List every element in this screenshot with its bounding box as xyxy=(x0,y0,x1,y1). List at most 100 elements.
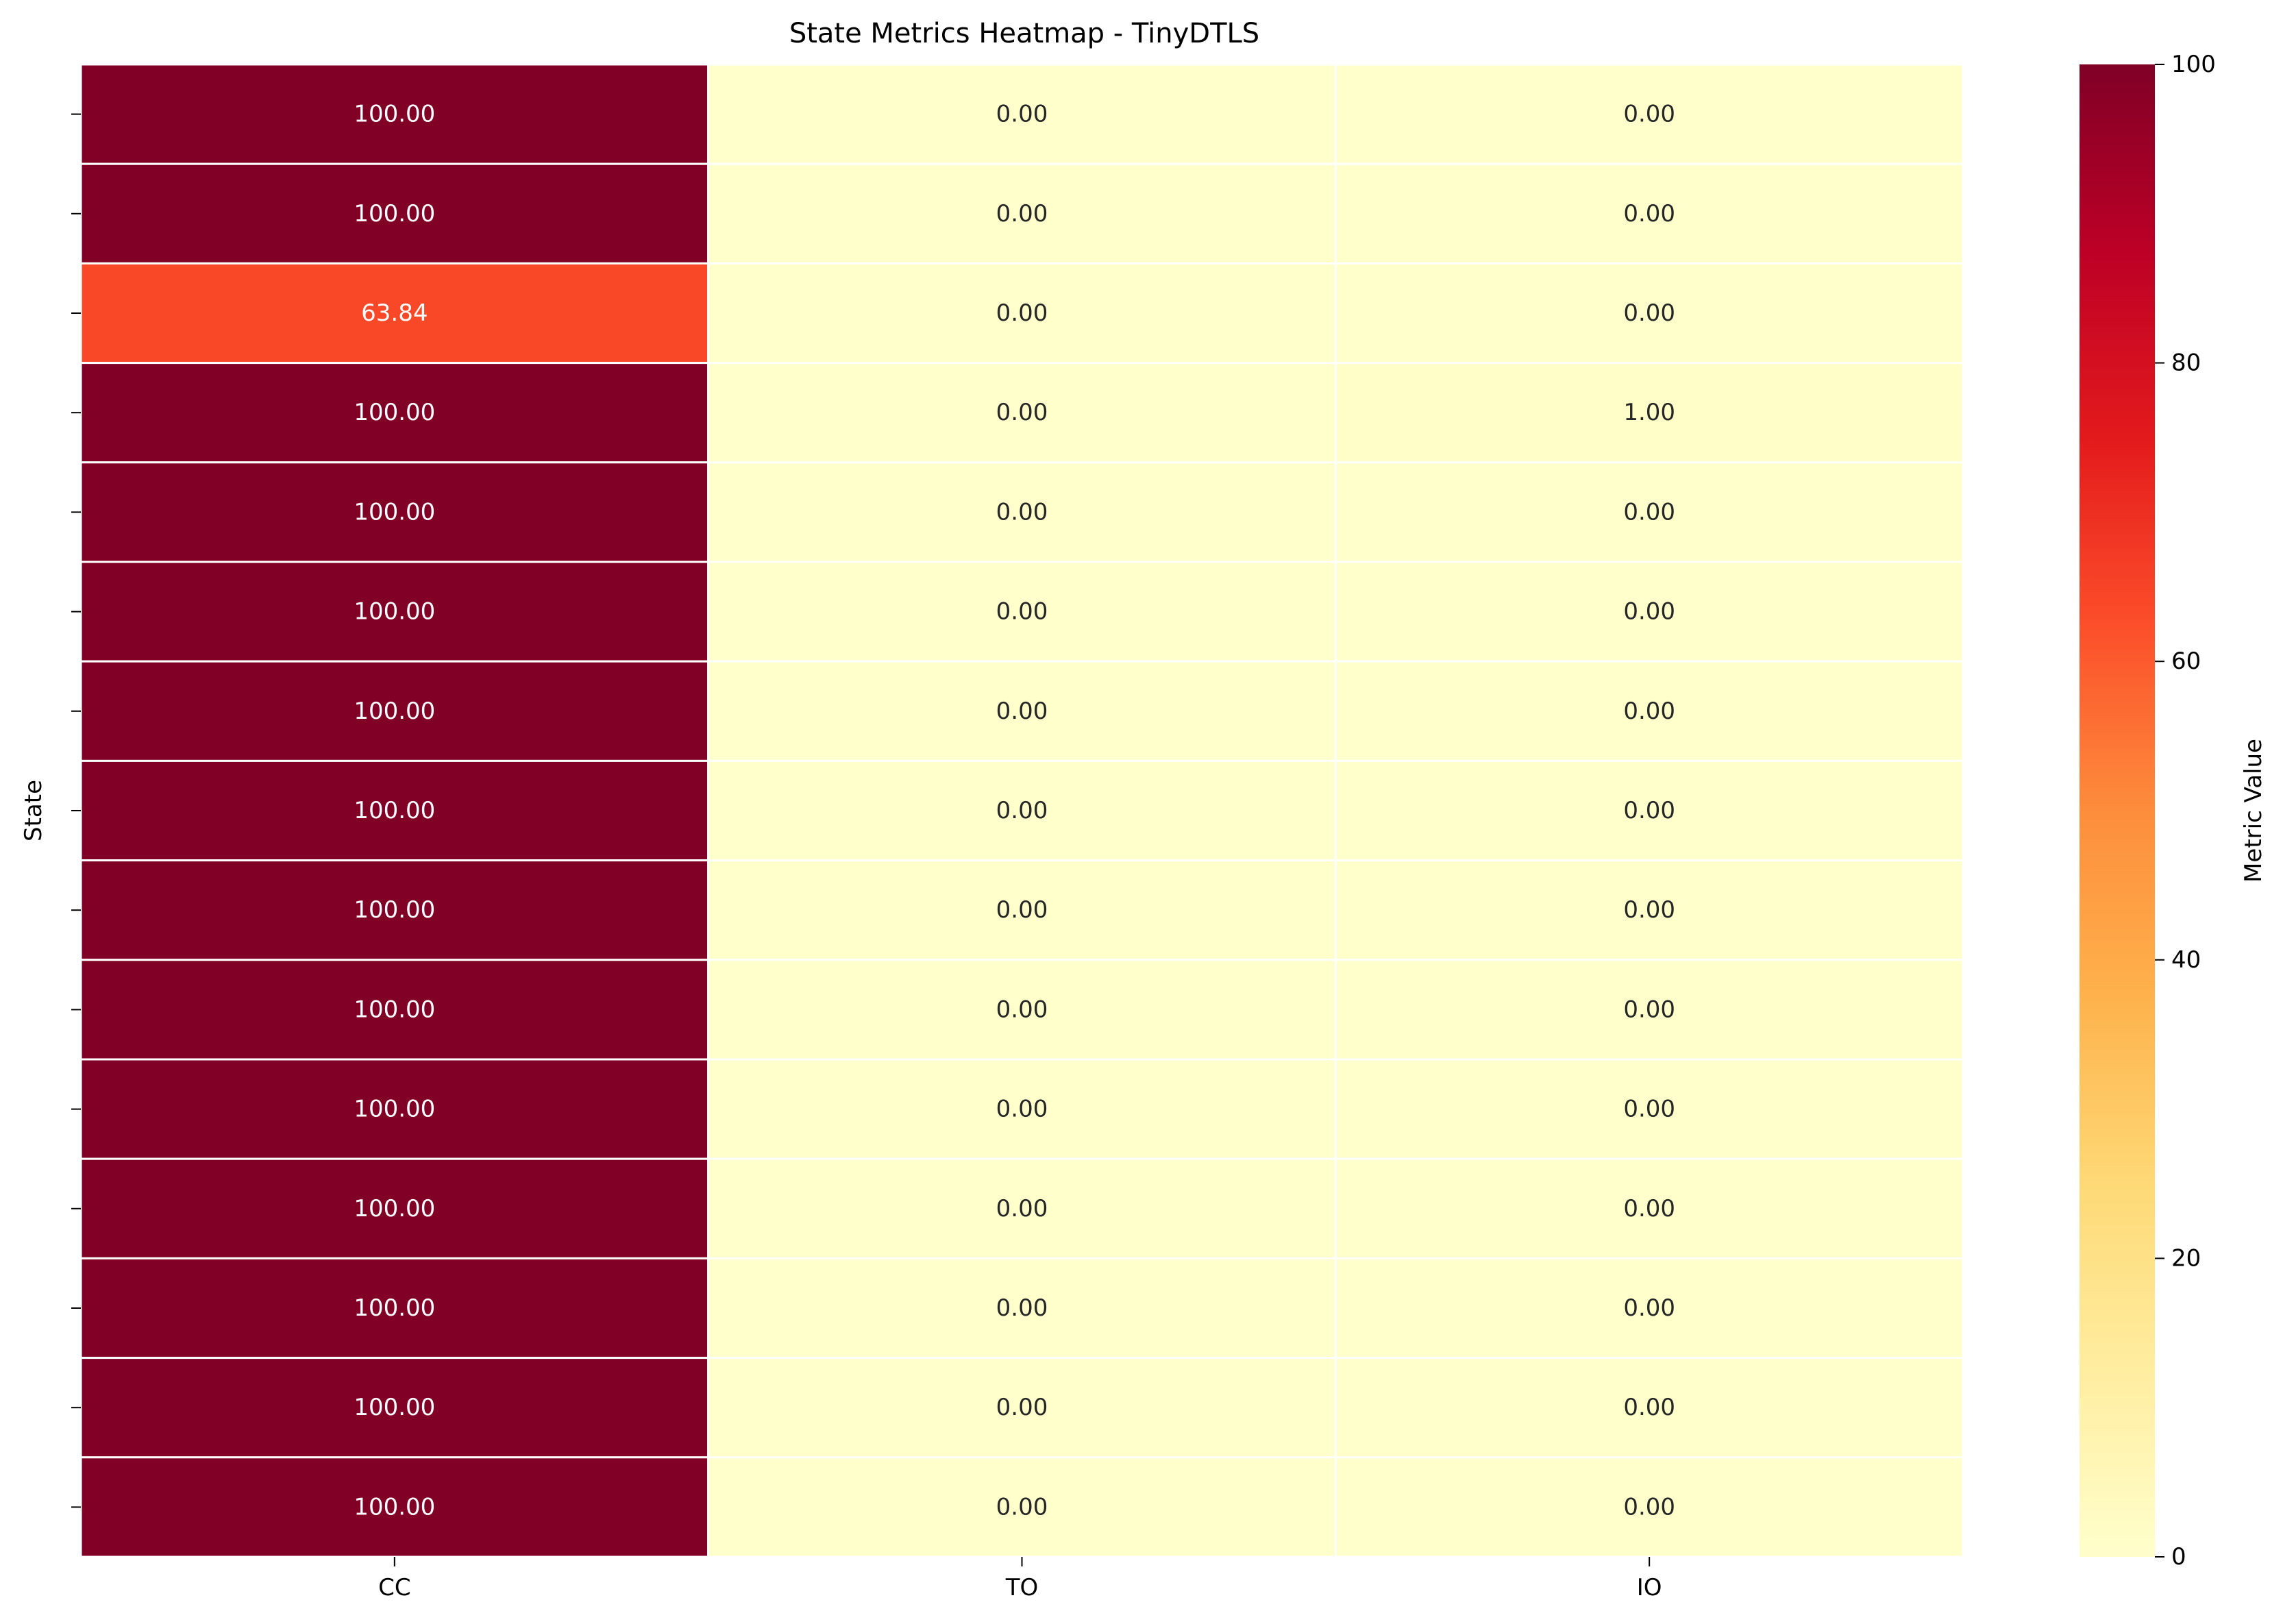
cell-value-label: 0.00 xyxy=(996,996,1048,1023)
heatmap-cell xyxy=(707,561,1337,663)
heatmap-cell xyxy=(1334,1058,1964,1160)
cell-value-label: 0.00 xyxy=(996,101,1048,128)
heatmap-cell xyxy=(1334,1257,1964,1360)
heatmap-cell xyxy=(79,461,710,563)
cell-value-label: 100.00 xyxy=(354,101,435,128)
heatmap-cell xyxy=(707,461,1337,563)
heatmap-cell xyxy=(79,660,710,762)
heatmap-cell xyxy=(79,1456,710,1558)
heatmap-cell xyxy=(79,1058,710,1160)
heatmap-cell xyxy=(1334,1357,1964,1459)
cell-value-label: 0.00 xyxy=(1623,797,1675,824)
cell-value-label: 100.00 xyxy=(354,1096,435,1123)
cell-value-label: 0.00 xyxy=(1623,1096,1675,1123)
heatmap-cell xyxy=(707,262,1337,365)
cell-value-label: 0.00 xyxy=(1623,299,1675,327)
cell-value-label: 0.00 xyxy=(1623,1493,1675,1521)
cell-value-label: 100.00 xyxy=(354,797,435,824)
y-axis-label: State xyxy=(20,780,47,841)
colorbar-tick-label: 0 xyxy=(2171,1543,2186,1571)
cell-value-label: 0.00 xyxy=(1623,1195,1675,1222)
cell-value-label: 0.00 xyxy=(1623,896,1675,924)
heatmap-cell xyxy=(1334,561,1964,663)
cell-value-label: 0.00 xyxy=(996,896,1048,924)
heatmap-cell xyxy=(707,63,1337,165)
cell-value-label: 0.00 xyxy=(1623,598,1675,626)
cell-value-label: 100.00 xyxy=(354,498,435,526)
heatmap-cell xyxy=(1334,1157,1964,1259)
heatmap-cell xyxy=(79,1257,710,1360)
cell-value-label: 100.00 xyxy=(354,399,435,426)
cell-value-label: 0.00 xyxy=(1623,996,1675,1023)
x-tick-label: TO xyxy=(1005,1574,1039,1601)
cell-value-label: 0.00 xyxy=(1623,200,1675,227)
y-axis-ticks xyxy=(71,113,81,1508)
heatmap-cell xyxy=(707,162,1337,264)
chart-title: State Metrics Heatmap - TinyDTLS xyxy=(789,18,1259,49)
cell-value-label: 0.00 xyxy=(1623,498,1675,526)
heatmap-cell xyxy=(79,362,710,464)
heatmap-cell xyxy=(707,660,1337,762)
cell-value-label: 0.00 xyxy=(996,200,1048,227)
cell-value-label: 0.00 xyxy=(996,498,1048,526)
heatmap-cell xyxy=(1334,660,1964,762)
cell-value-label: 0.00 xyxy=(1623,101,1675,128)
heatmap-cell xyxy=(1334,63,1964,165)
colorbar xyxy=(2080,64,2155,1557)
heatmap-cells xyxy=(79,63,1964,1558)
heatmap-cell xyxy=(707,1257,1337,1360)
colorbar-tick-label: 100 xyxy=(2171,51,2216,78)
colorbar-tick-label: 80 xyxy=(2171,349,2201,377)
cell-value-label: 100.00 xyxy=(354,698,435,725)
cell-value-label: 100.00 xyxy=(354,1195,435,1222)
cell-value-label: 100.00 xyxy=(354,598,435,626)
cell-value-label: 0.00 xyxy=(996,797,1048,824)
cell-value-label: 0.00 xyxy=(996,1195,1048,1222)
cell-value-label: 100.00 xyxy=(354,1294,435,1322)
cell-value-label: 0.00 xyxy=(996,299,1048,327)
cell-value-label: 0.00 xyxy=(996,1294,1048,1322)
cell-value-label: 100.00 xyxy=(354,1394,435,1421)
x-tick-label: IO xyxy=(1637,1574,1662,1601)
heatmap-cell xyxy=(79,759,710,862)
heatmap-cell xyxy=(79,63,710,165)
cell-value-label: 63.84 xyxy=(361,299,428,327)
x-axis-ticks: CC TO IO xyxy=(378,1557,1662,1601)
colorbar-ticks: 0 20 40 60 80 100 xyxy=(2155,51,2216,1571)
heatmap-cell xyxy=(707,1157,1337,1259)
cell-value-label: 100.00 xyxy=(354,996,435,1023)
heatmap-cell xyxy=(1334,859,1964,961)
cell-value-label: 100.00 xyxy=(354,896,435,924)
cell-value-label: 0.00 xyxy=(1623,698,1675,725)
colorbar-tick-label: 60 xyxy=(2171,648,2201,675)
heatmap-cell xyxy=(1334,959,1964,1061)
cell-value-label: 0.00 xyxy=(1623,1294,1675,1322)
heatmap-cell xyxy=(1334,362,1964,464)
cell-value-label: 0.00 xyxy=(996,598,1048,626)
colorbar-tick-label: 40 xyxy=(2171,946,2201,974)
x-tick-label: CC xyxy=(378,1574,410,1601)
heatmap-cell xyxy=(707,759,1337,862)
heatmap-cell xyxy=(1334,162,1964,264)
heatmap-cell xyxy=(707,959,1337,1061)
cell-value-label: 100.00 xyxy=(354,200,435,227)
heatmap-cell xyxy=(1334,461,1964,563)
heatmap-cell xyxy=(79,959,710,1061)
colorbar-tick-label: 20 xyxy=(2171,1244,2201,1272)
cell-value-label: 1.00 xyxy=(1623,399,1675,426)
cell-value-label: 0.00 xyxy=(996,1493,1048,1521)
cell-value-label: 0.00 xyxy=(1623,1394,1675,1421)
colorbar-label: Metric Value xyxy=(2240,739,2267,883)
heatmap-cell xyxy=(79,859,710,961)
heatmap-cell xyxy=(79,1357,710,1459)
cell-value-label: 0.00 xyxy=(996,1096,1048,1123)
cell-value-labels: 100.00 0.00 0.00 100.00 0.00 0.00 63.84 0.00 0.0… xyxy=(354,101,1675,1521)
heatmap-cell xyxy=(1334,1456,1964,1558)
heatmap-cell xyxy=(79,162,710,264)
cell-value-label: 100.00 xyxy=(354,1493,435,1521)
cell-value-label: 0.00 xyxy=(996,1394,1048,1421)
heatmap-cell xyxy=(1334,759,1964,862)
cell-value-label: 0.00 xyxy=(996,399,1048,426)
